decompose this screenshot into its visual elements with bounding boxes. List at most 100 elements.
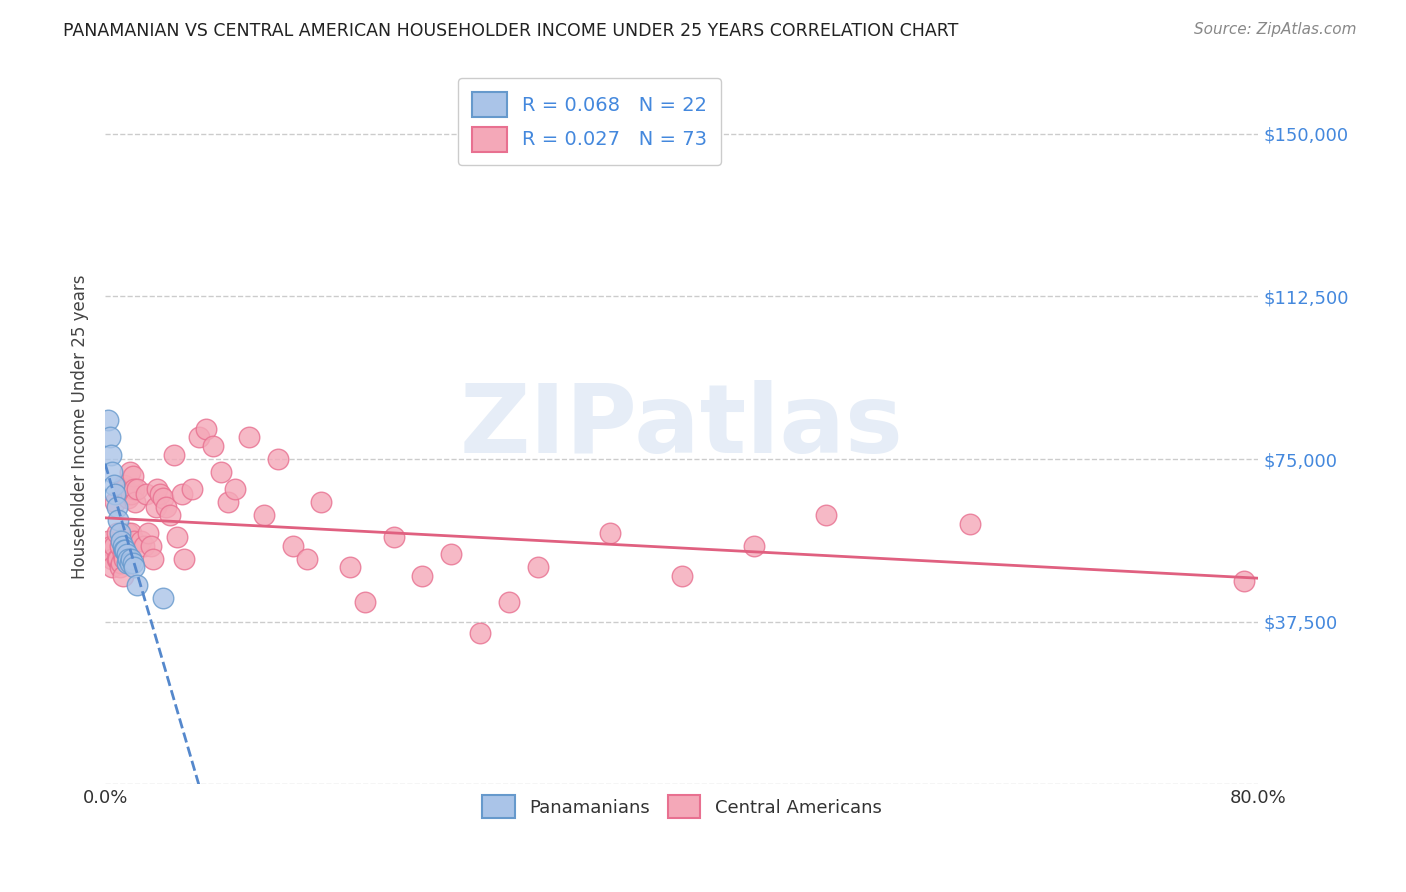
Point	[152, 591, 174, 605]
Point	[152, 491, 174, 505]
Point	[238, 430, 260, 444]
Point	[125, 483, 148, 497]
Point	[98, 430, 121, 444]
Point	[118, 556, 141, 570]
Point	[311, 495, 333, 509]
Point	[115, 556, 138, 570]
Point	[111, 548, 134, 562]
Point	[103, 478, 125, 492]
Point	[468, 625, 491, 640]
Point	[959, 517, 981, 532]
Point	[498, 595, 520, 609]
Point	[107, 513, 129, 527]
Text: ZIPatlas: ZIPatlas	[460, 380, 904, 473]
Point	[281, 539, 304, 553]
Point	[339, 560, 361, 574]
Point	[202, 439, 225, 453]
Point	[166, 530, 188, 544]
Point	[217, 495, 239, 509]
Point	[115, 548, 138, 562]
Point	[134, 539, 156, 553]
Point	[122, 534, 145, 549]
Point	[124, 495, 146, 509]
Point	[115, 487, 138, 501]
Point	[111, 539, 134, 553]
Point	[101, 551, 124, 566]
Point	[267, 452, 290, 467]
Point	[159, 508, 181, 523]
Point	[97, 534, 120, 549]
Point	[112, 478, 135, 492]
Point	[112, 543, 135, 558]
Point	[129, 534, 152, 549]
Point	[224, 483, 246, 497]
Point	[526, 560, 548, 574]
Point	[155, 500, 177, 514]
Point	[121, 469, 143, 483]
Text: Source: ZipAtlas.com: Source: ZipAtlas.com	[1194, 22, 1357, 37]
Point	[107, 551, 129, 566]
Point	[138, 525, 160, 540]
Point	[105, 500, 128, 514]
Point	[112, 551, 135, 566]
Point	[353, 595, 375, 609]
Point	[599, 525, 621, 540]
Point	[104, 487, 127, 501]
Point	[163, 448, 186, 462]
Point	[117, 525, 139, 540]
Point	[101, 560, 124, 574]
Point	[253, 508, 276, 523]
Point	[101, 465, 124, 479]
Point	[105, 525, 128, 540]
Point	[122, 560, 145, 574]
Point	[103, 539, 125, 553]
Point	[100, 448, 122, 462]
Point	[97, 413, 120, 427]
Point	[117, 551, 139, 566]
Point	[440, 548, 463, 562]
Point	[100, 539, 122, 553]
Point	[114, 543, 136, 558]
Point	[118, 465, 141, 479]
Point	[1233, 574, 1256, 588]
Point	[104, 495, 127, 509]
Point	[125, 578, 148, 592]
Point	[170, 487, 193, 501]
Point	[115, 543, 138, 558]
Point	[117, 491, 139, 505]
Point	[111, 569, 134, 583]
Point	[141, 539, 163, 553]
Point	[142, 551, 165, 566]
Y-axis label: Householder Income Under 25 years: Householder Income Under 25 years	[72, 274, 89, 579]
Point	[122, 483, 145, 497]
Point	[180, 483, 202, 497]
Point	[814, 508, 837, 523]
Point	[110, 534, 132, 549]
Point	[135, 487, 157, 501]
Point	[382, 530, 405, 544]
Point	[108, 560, 131, 574]
Point	[120, 487, 142, 501]
Point	[114, 483, 136, 497]
Point	[146, 483, 169, 497]
Point	[108, 525, 131, 540]
Point	[295, 551, 318, 566]
Point	[98, 543, 121, 558]
Point	[105, 551, 128, 566]
Text: PANAMANIAN VS CENTRAL AMERICAN HOUSEHOLDER INCOME UNDER 25 YEARS CORRELATION CHA: PANAMANIAN VS CENTRAL AMERICAN HOUSEHOLD…	[63, 22, 959, 40]
Point	[145, 500, 167, 514]
Point	[149, 487, 172, 501]
Point	[411, 569, 433, 583]
Point	[671, 569, 693, 583]
Point	[120, 525, 142, 540]
Point	[108, 539, 131, 553]
Point	[173, 551, 195, 566]
Point	[742, 539, 765, 553]
Legend: Panamanians, Central Americans: Panamanians, Central Americans	[475, 788, 889, 825]
Point	[110, 556, 132, 570]
Point	[187, 430, 209, 444]
Point	[121, 556, 143, 570]
Point	[120, 551, 142, 566]
Point	[195, 422, 218, 436]
Point	[209, 465, 232, 479]
